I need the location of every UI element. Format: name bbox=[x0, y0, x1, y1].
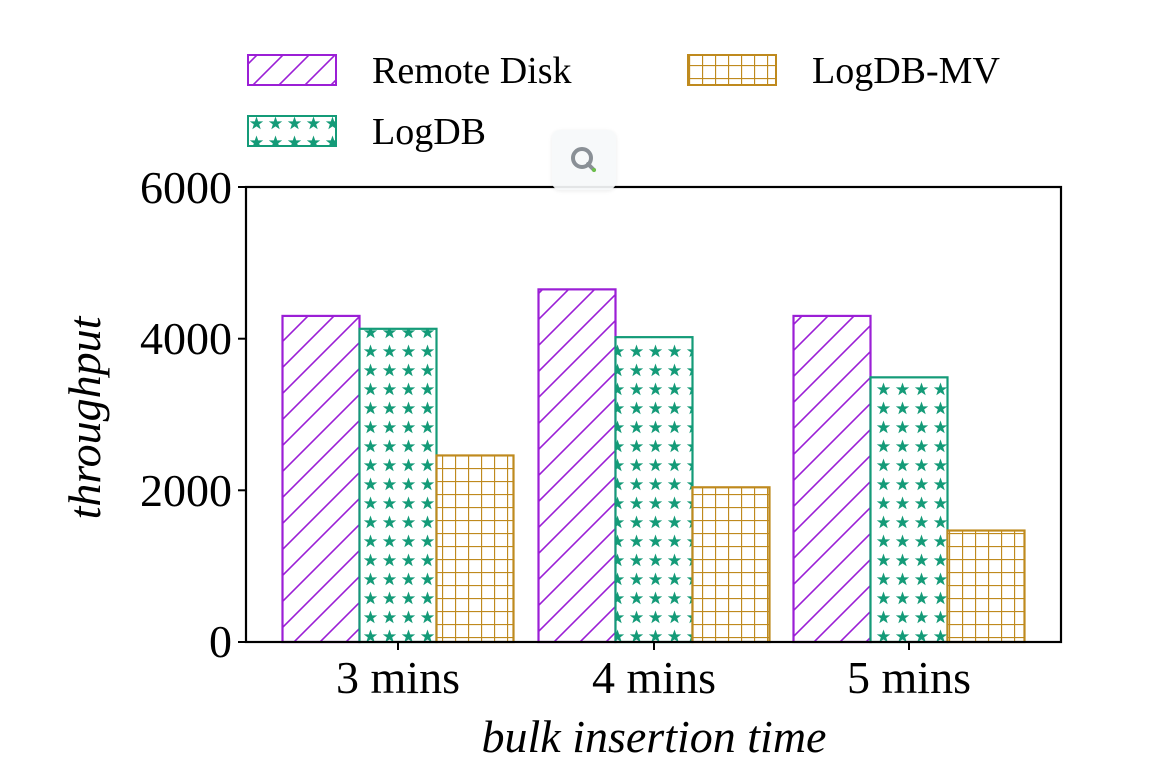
legend-item-logdb: LogDB bbox=[247, 111, 486, 153]
bar-logdb-mv-3-mins bbox=[435, 454, 515, 644]
x-tick-label: 3 mins bbox=[336, 652, 460, 703]
bar-logdb-mv-5-mins bbox=[946, 529, 1026, 644]
legend-label-logdb-mv: LogDB-MV bbox=[812, 50, 1000, 92]
bar-remote-disk-5-mins bbox=[792, 314, 872, 644]
y-axis: 0 2000 4000 6000 bbox=[140, 162, 246, 667]
legend-swatch-remote-disk bbox=[247, 54, 337, 86]
bars-group bbox=[281, 288, 1026, 644]
legend-swatch-logdb bbox=[247, 115, 337, 147]
y-tick-label: 0 bbox=[209, 616, 232, 667]
x-tick-label: 4 mins bbox=[592, 652, 716, 703]
legend-item-remote-disk: Remote Disk bbox=[247, 50, 571, 92]
search-button[interactable] bbox=[552, 130, 616, 190]
x-axis: 3 mins 4 mins 5 mins bbox=[336, 642, 971, 703]
y-tick-label: 2000 bbox=[140, 465, 232, 516]
legend-swatch-logdb-mv bbox=[687, 54, 777, 86]
search-icon bbox=[571, 147, 596, 172]
bar-remote-disk-4-mins bbox=[537, 288, 617, 644]
bar-logdb-4-mins bbox=[614, 336, 694, 644]
bar-logdb-3-mins bbox=[358, 327, 438, 644]
y-tick-label: 6000 bbox=[140, 162, 232, 213]
x-tick-label: 5 mins bbox=[847, 652, 971, 703]
bar-remote-disk-3-mins bbox=[281, 314, 361, 644]
legend: Remote Disk LogDB-MV LogDB bbox=[247, 50, 1000, 153]
y-axis-title: throughput bbox=[59, 315, 110, 519]
bar-logdb-5-mins bbox=[869, 376, 949, 644]
legend-label-logdb: LogDB bbox=[372, 111, 486, 153]
y-tick-label: 4000 bbox=[140, 313, 232, 364]
legend-item-logdb-mv: LogDB-MV bbox=[687, 50, 1000, 92]
legend-label-remote-disk: Remote Disk bbox=[372, 50, 571, 92]
x-axis-title: bulk insertion time bbox=[482, 711, 827, 762]
bar-logdb-mv-4-mins bbox=[691, 486, 771, 644]
